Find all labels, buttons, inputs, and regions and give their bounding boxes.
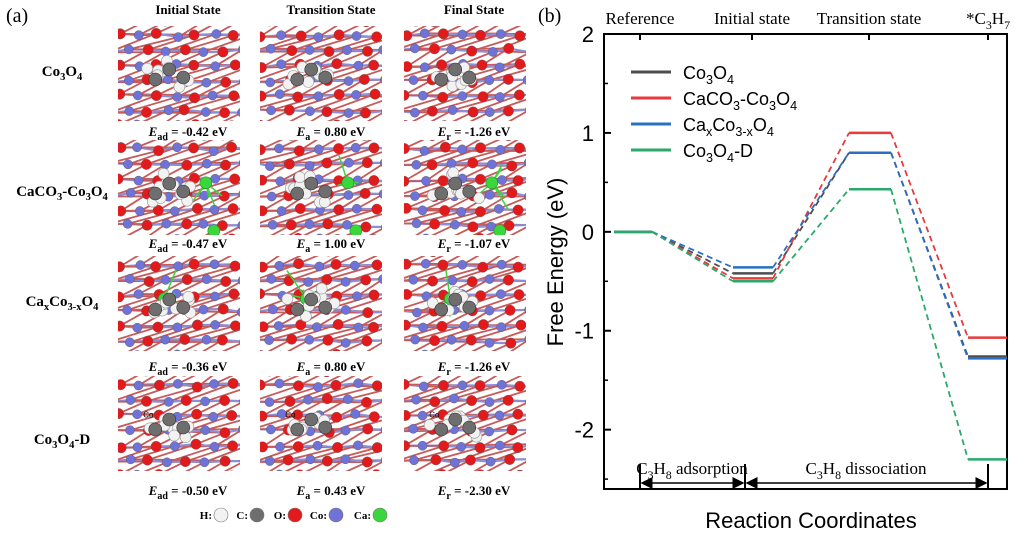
series-Co3O4-D	[614, 188, 1007, 461]
energy-value: Ea = 0.80 eV	[296, 124, 366, 143]
y-axis-title: Free Energy (eV)	[543, 178, 568, 347]
connector-line	[772, 188, 850, 282]
y-tick-label: 2	[582, 22, 594, 47]
legend-item: Co3O4-D	[631, 141, 753, 165]
top-axis-label: Reference	[606, 9, 675, 28]
stage-label: C3H8 adsorption	[636, 459, 748, 482]
connector-line	[651, 231, 734, 269]
top-axis-label: Initial state	[714, 9, 790, 28]
legend-label: Co3O4-D	[683, 141, 753, 165]
energy-value: Er = -1.26 eV	[437, 124, 511, 143]
atom-legend-label: H:	[200, 510, 212, 522]
structure-image	[404, 140, 526, 235]
column-header: Initial State	[155, 2, 221, 17]
energy-value: Er = -1.26 eV	[437, 359, 511, 378]
structure-image: Co	[118, 376, 240, 471]
connector-line	[651, 231, 734, 283]
atom-legend-swatch	[249, 507, 265, 523]
energy-value: Ead = -0.36 eV	[148, 359, 228, 378]
energy-value: Er = -1.07 eV	[437, 236, 511, 255]
x-axis-title: Reaction Coordinates	[705, 508, 917, 533]
energy-profile	[614, 131, 1007, 461]
energy-value: Ead = -0.50 eV	[148, 483, 228, 502]
atom-legend-item: Co:	[310, 507, 344, 523]
row-label: CaxCo3-xO4	[26, 294, 100, 313]
structure-image	[404, 26, 526, 121]
row-label: Co3O4-D	[34, 432, 91, 451]
column-header: Final State	[444, 2, 505, 17]
atom-legend-swatch	[213, 507, 229, 523]
atom-legend-swatch	[328, 507, 344, 523]
co-site-label: Co	[143, 411, 154, 420]
atom-legend-item: O:	[274, 507, 303, 523]
structure-image	[260, 140, 382, 235]
connector-line	[772, 152, 850, 268]
row-labels: Co3O4 CaCO3-Co3O4 CaxCo3-xO4 Co3O4-D	[16, 64, 108, 451]
y-tick-label: -2	[574, 418, 594, 443]
energy-value: Er = -2.30 eV	[437, 483, 511, 502]
energy-value: Ea = 1.00 eV	[296, 236, 366, 255]
atom-legend-swatch	[287, 507, 303, 523]
structure-image	[118, 256, 240, 351]
connector-line	[890, 152, 969, 359]
energy-value: Ea = 0.80 eV	[296, 359, 366, 378]
atom-legend-item: Ca:	[354, 507, 388, 523]
structure-images: Co Co Co	[118, 26, 526, 471]
atom-legend-label: Co:	[310, 510, 327, 522]
y-tick-label: -1	[574, 319, 594, 344]
panel-b: (b) Reference Initial state Transition sta…	[538, 5, 1010, 533]
legend-item: CaxCo3-xO4	[631, 115, 774, 139]
column-headers: Initial State Transition State Final State	[155, 2, 504, 17]
stage-annotations: C3H8 adsorption C3H8 dissociation	[636, 459, 989, 489]
stage-label: C3H8 dissociation	[806, 459, 927, 482]
panel-a: (a) Initial State Transition State Final S…	[6, 2, 526, 523]
atom-legend: H: C: O: Co: Ca:	[200, 507, 388, 523]
panel-a-label: (a)	[6, 5, 28, 27]
structure-image	[260, 256, 382, 351]
plot-frame	[603, 33, 1008, 490]
panel-b-label: (b)	[538, 5, 561, 27]
y-axis: -2 -1 0 1 2	[574, 22, 611, 480]
energy-labels: Ead = -0.42 eV Ea = 0.80 eV Er = -1.26 eV E…	[148, 124, 511, 502]
structure-image	[118, 26, 240, 121]
energy-value: Ea = 0.43 eV	[296, 483, 366, 502]
structure-image: Co	[404, 376, 526, 471]
series-CaxCo3-xO4	[614, 151, 1007, 360]
atom-legend-swatch	[372, 507, 388, 523]
atom-legend-label: Ca:	[354, 510, 371, 522]
structure-image	[404, 256, 526, 351]
legend-item: Co3O4	[631, 63, 734, 87]
co-site-label: Co	[429, 411, 440, 420]
y-tick-label: 1	[582, 121, 594, 146]
legend-label: CaCO3-Co3O4	[683, 89, 797, 113]
connector-line	[890, 189, 969, 460]
energy-value: Ead = -0.42 eV	[148, 124, 228, 143]
column-header: Transition State	[287, 2, 376, 17]
series-Co3O4	[614, 151, 1007, 358]
row-label: Co3O4	[42, 64, 83, 83]
top-axis-label: *C3H7	[966, 9, 1010, 32]
atom-legend-label: O:	[274, 510, 286, 522]
legend-label: Co3O4	[683, 63, 734, 87]
atom-legend-item: C:	[236, 507, 265, 523]
connector-line	[772, 152, 850, 274]
connector-line	[772, 132, 850, 279]
top-axis-label: Transition state	[817, 9, 922, 28]
top-axis-labels: Reference Initial state Transition state *C…	[606, 9, 1010, 40]
atom-legend-label: C:	[236, 510, 248, 522]
connector-line	[890, 132, 969, 338]
structure-image	[260, 26, 382, 121]
legend-item: CaCO3-Co3O4	[631, 89, 797, 113]
atom-legend-item: H:	[200, 507, 229, 523]
row-label: CaCO3-Co3O4	[16, 184, 108, 203]
y-tick-label: 0	[582, 220, 594, 245]
co-site-label: Co	[285, 411, 296, 420]
structure-image: Co	[260, 376, 382, 471]
energy-value: Ead = -0.47 eV	[148, 236, 228, 255]
legend-label: CaxCo3-xO4	[683, 115, 774, 139]
structure-image	[118, 140, 240, 235]
